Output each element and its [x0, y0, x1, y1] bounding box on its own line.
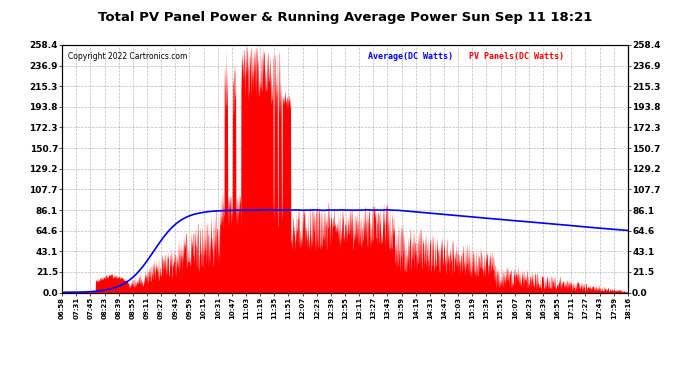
Text: Copyright 2022 Cartronics.com: Copyright 2022 Cartronics.com: [68, 53, 187, 62]
Text: Total PV Panel Power & Running Average Power Sun Sep 11 18:21: Total PV Panel Power & Running Average P…: [98, 11, 592, 24]
Text: PV Panels(DC Watts): PV Panels(DC Watts): [469, 53, 564, 62]
Text: Average(DC Watts): Average(DC Watts): [368, 53, 453, 62]
